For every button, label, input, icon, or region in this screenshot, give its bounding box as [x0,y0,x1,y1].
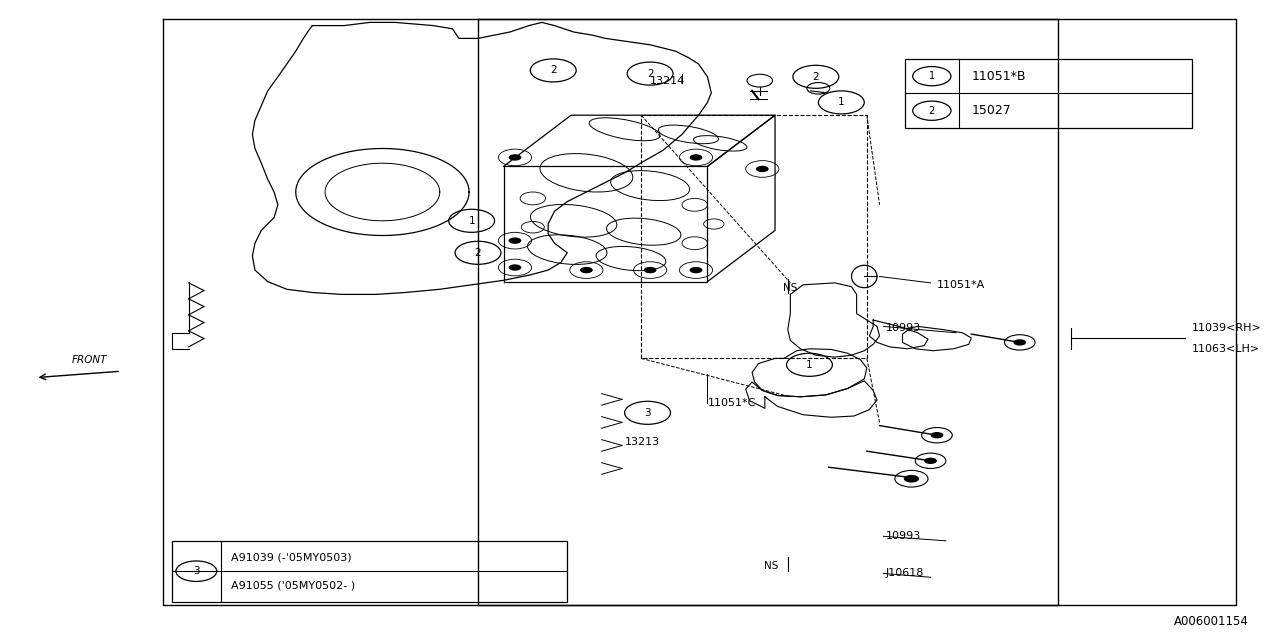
Text: 11039<RH>: 11039<RH> [1192,323,1262,333]
Text: NS: NS [783,283,797,293]
Circle shape [924,458,937,464]
Text: 2: 2 [929,106,934,116]
Circle shape [1014,339,1027,346]
Text: 11051*B: 11051*B [972,70,1025,83]
Bar [905,59,1192,128]
Circle shape [904,475,919,483]
Circle shape [580,267,593,273]
Text: 2: 2 [646,68,653,79]
Circle shape [508,154,521,161]
Circle shape [644,267,657,273]
Text: A006001154: A006001154 [1174,616,1249,628]
Text: 1: 1 [838,97,845,108]
Bar [172,541,567,602]
Circle shape [756,166,769,172]
Text: 3: 3 [193,566,200,576]
Text: 1: 1 [468,216,475,226]
Circle shape [508,237,521,244]
Text: A91055 ('05MY0502- ): A91055 ('05MY0502- ) [230,580,355,590]
Text: 10993: 10993 [886,531,922,541]
Text: 2: 2 [475,248,481,258]
Text: J10618: J10618 [886,568,924,579]
Text: 1: 1 [806,360,813,370]
Text: A91039 (-'05MY0503): A91039 (-'05MY0503) [230,552,351,562]
Text: 3: 3 [644,408,650,418]
Circle shape [508,264,521,271]
Circle shape [931,432,943,438]
Circle shape [690,267,703,273]
Text: 2: 2 [813,72,819,82]
Text: 13213: 13213 [625,436,659,447]
Circle shape [690,154,703,161]
Text: 1: 1 [929,71,934,81]
Text: 15027: 15027 [972,104,1011,117]
Text: 11063<LH>: 11063<LH> [1192,344,1260,354]
Text: 11051*C: 11051*C [708,398,756,408]
Text: 11051*A: 11051*A [937,280,986,290]
Text: NS: NS [764,561,778,572]
Text: 10993: 10993 [886,323,922,333]
Text: 13214: 13214 [650,76,685,86]
Text: 2: 2 [550,65,557,76]
Text: FRONT: FRONT [72,355,108,365]
